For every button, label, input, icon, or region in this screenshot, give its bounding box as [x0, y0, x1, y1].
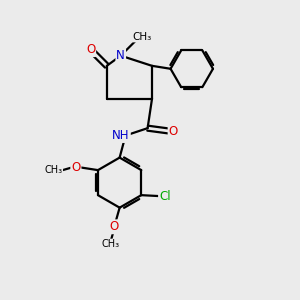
Text: O: O: [169, 124, 178, 138]
Text: CH₃: CH₃: [102, 239, 120, 250]
Text: N: N: [116, 49, 125, 62]
Text: NH: NH: [112, 129, 130, 142]
Text: O: O: [71, 161, 80, 174]
Text: Cl: Cl: [159, 190, 171, 203]
Text: CH₃: CH₃: [133, 32, 152, 41]
Text: O: O: [109, 220, 119, 233]
Text: CH₃: CH₃: [44, 165, 62, 175]
Text: O: O: [86, 43, 95, 56]
